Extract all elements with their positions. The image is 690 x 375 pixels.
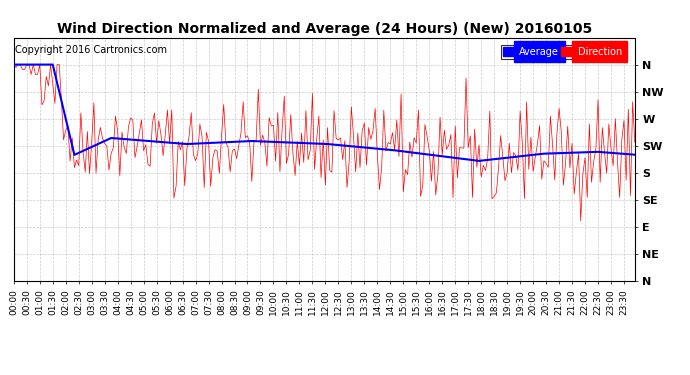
Text: Copyright 2016 Cartronics.com: Copyright 2016 Cartronics.com <box>15 45 167 55</box>
Title: Wind Direction Normalized and Average (24 Hours) (New) 20160105: Wind Direction Normalized and Average (2… <box>57 22 592 36</box>
Legend: Average, Direction: Average, Direction <box>501 45 624 59</box>
